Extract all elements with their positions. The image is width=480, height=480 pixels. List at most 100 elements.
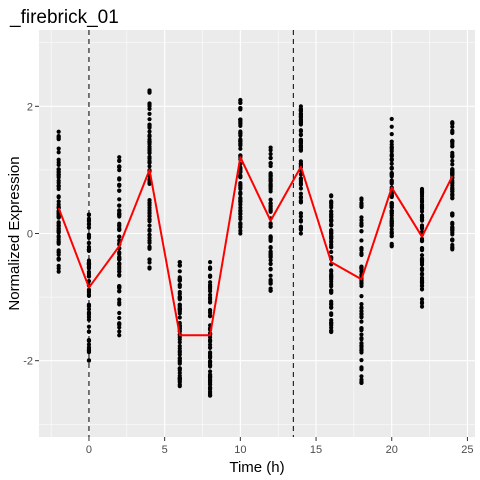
data-point	[268, 197, 273, 202]
data-point	[450, 230, 455, 235]
data-point	[359, 246, 364, 251]
data-point	[359, 380, 364, 386]
data-point	[177, 307, 182, 312]
data-point	[329, 228, 334, 233]
data-point	[268, 261, 273, 266]
data-point	[147, 238, 152, 243]
data-point	[329, 245, 334, 250]
data-point	[450, 150, 455, 155]
data-point	[56, 256, 61, 261]
data-point	[268, 177, 273, 182]
data-point	[298, 143, 304, 148]
data-point	[329, 231, 334, 236]
data-point	[207, 374, 213, 379]
data-point	[389, 156, 394, 162]
data-point	[298, 147, 304, 152]
data-point	[359, 266, 364, 271]
data-point	[86, 310, 92, 315]
data-point	[86, 288, 92, 294]
data-point	[56, 134, 61, 140]
data-point	[389, 200, 394, 206]
data-point	[56, 223, 61, 228]
data-point	[86, 274, 92, 279]
data-point	[268, 173, 273, 178]
data-point	[117, 234, 122, 239]
data-point	[329, 284, 334, 289]
data-point	[207, 265, 213, 270]
data-point	[359, 319, 364, 324]
data-point	[147, 232, 152, 237]
data-point	[419, 226, 425, 231]
data-point	[450, 186, 455, 191]
data-point	[419, 186, 425, 192]
data-point	[177, 315, 182, 320]
data-point	[238, 202, 243, 207]
data-point	[238, 222, 243, 227]
data-point	[117, 165, 122, 170]
data-point	[147, 164, 152, 169]
data-point	[238, 181, 243, 186]
data-point	[86, 248, 92, 253]
data-point	[419, 218, 425, 223]
data-point	[419, 301, 425, 306]
data-point	[298, 161, 304, 167]
data-point	[117, 212, 122, 217]
data-point	[177, 263, 182, 268]
data-point	[329, 193, 334, 198]
data-point	[147, 150, 152, 155]
data-point	[298, 172, 304, 177]
data-point	[298, 129, 304, 134]
data-point	[389, 221, 394, 226]
data-point	[56, 129, 61, 134]
data-point	[450, 189, 455, 194]
data-point	[419, 304, 425, 309]
data-point	[359, 332, 364, 337]
data-point	[359, 374, 364, 379]
data-point	[147, 139, 152, 145]
data-point	[419, 272, 425, 277]
data-point	[298, 219, 304, 224]
data-point	[56, 150, 61, 155]
data-point	[147, 146, 152, 151]
data-point	[419, 239, 425, 244]
data-point	[268, 267, 273, 272]
data-point	[238, 143, 243, 148]
data-point	[359, 377, 364, 382]
data-point	[359, 294, 364, 299]
data-point	[298, 182, 304, 187]
series-line	[57, 156, 454, 337]
data-point	[359, 221, 364, 226]
data-point	[389, 139, 394, 144]
data-point	[147, 104, 152, 109]
data-point	[177, 350, 182, 355]
data-point	[329, 249, 334, 255]
data-point	[359, 358, 364, 363]
data-point	[56, 204, 61, 209]
data-point	[298, 177, 304, 182]
data-point	[238, 208, 243, 213]
data-point	[329, 223, 334, 228]
data-point	[298, 198, 304, 203]
data-point	[147, 111, 152, 116]
data-point	[450, 144, 455, 149]
data-point	[419, 297, 425, 302]
series-lines	[57, 156, 454, 337]
data-point	[329, 289, 334, 295]
data-point	[238, 211, 243, 216]
data-point	[298, 231, 304, 236]
data-point	[329, 329, 334, 335]
data-point	[86, 244, 92, 250]
data-point	[389, 161, 394, 166]
x-tick-label: 0	[86, 444, 92, 456]
data-point	[86, 218, 92, 223]
data-point	[359, 251, 364, 256]
data-point	[117, 158, 122, 164]
data-point	[207, 308, 213, 313]
data-point	[147, 228, 152, 233]
data-point	[419, 258, 425, 264]
data-point	[117, 315, 122, 321]
data-point	[238, 119, 243, 124]
data-point	[238, 131, 243, 136]
data-point	[207, 369, 213, 374]
